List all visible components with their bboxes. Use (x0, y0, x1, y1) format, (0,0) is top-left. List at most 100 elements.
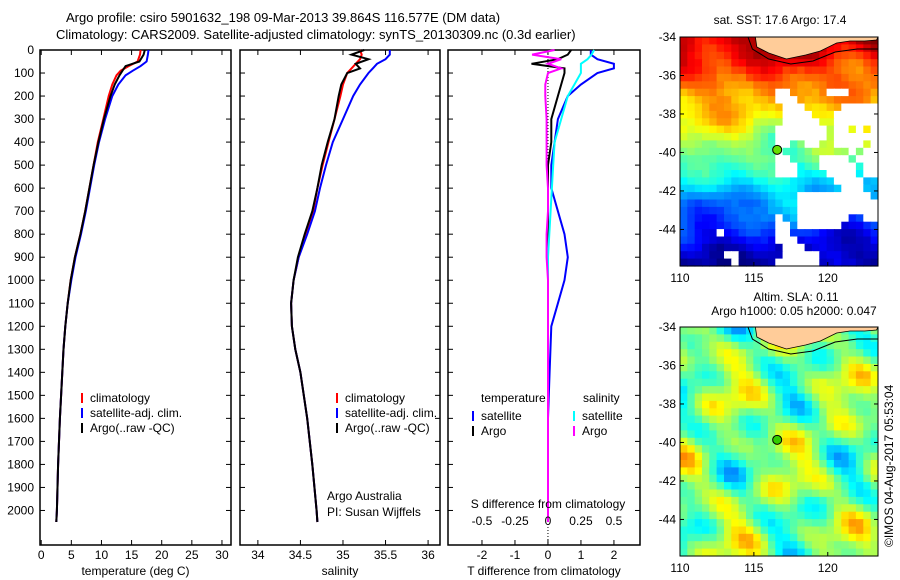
map-cell (768, 393, 776, 402)
map-cell (709, 66, 718, 75)
map-cell (848, 243, 857, 252)
map-cell (716, 548, 725, 557)
map-cell (768, 258, 776, 267)
map-cell (833, 103, 842, 112)
map-cell (716, 496, 725, 505)
map-cell (797, 147, 806, 156)
map-cell (716, 66, 725, 75)
y-tick-label: 1100 (8, 296, 34, 310)
map-cell (863, 243, 872, 252)
map-cell (855, 229, 864, 238)
map-cell (848, 118, 857, 127)
map-cell (863, 430, 872, 439)
map-cell (863, 162, 872, 171)
map-cell (716, 236, 725, 245)
map-cell (841, 363, 850, 372)
map-cell (760, 140, 769, 149)
map-cell (855, 489, 864, 498)
map-cell (709, 81, 718, 90)
map-cell (804, 155, 813, 164)
map-cell (768, 423, 776, 431)
map-cell (731, 162, 740, 171)
map-cell (811, 177, 820, 186)
map-cell (863, 96, 872, 105)
map-cell (863, 236, 872, 245)
map-cell (819, 251, 828, 260)
map-cell (855, 59, 864, 68)
map-cell (746, 445, 754, 454)
map-cell (870, 221, 879, 230)
map-cell (790, 81, 798, 90)
map-cell (848, 103, 857, 112)
map-cell (811, 386, 820, 395)
map-cell (833, 66, 842, 75)
map-cell (680, 371, 688, 380)
map-cell (848, 519, 857, 528)
map-cell (694, 356, 703, 365)
map-cell (753, 415, 762, 424)
map-cell (680, 192, 688, 201)
map-cell (753, 423, 762, 431)
map-cell (797, 133, 806, 141)
map-cell (819, 496, 828, 505)
map-cell (855, 526, 864, 535)
map-cell (775, 356, 784, 365)
map-cell (863, 147, 872, 156)
map-cell (716, 221, 725, 230)
x-tick-label: 34 (251, 548, 265, 562)
map-cell (753, 125, 762, 134)
map-cell (855, 258, 864, 267)
y-tick-label: -44 (659, 222, 677, 236)
map-cell (753, 140, 762, 149)
map-cell (819, 437, 828, 446)
map-cell (819, 236, 828, 245)
map-cell (782, 170, 791, 178)
map-cell (848, 548, 857, 557)
map-cell (702, 327, 710, 335)
map-cell (782, 258, 791, 267)
map-cell (753, 504, 762, 513)
map-cell (746, 349, 754, 358)
map-cell (811, 140, 820, 149)
map-cell (826, 400, 835, 409)
map-cell (687, 192, 696, 201)
map-cell (855, 125, 864, 134)
map-cell (680, 460, 688, 468)
map-cell (768, 59, 776, 68)
map-cell (753, 467, 762, 476)
plot-frame (447, 49, 641, 546)
map-cell (841, 214, 850, 223)
y-tick-label: 600 (14, 181, 34, 195)
x-tick-label: 110 (670, 561, 689, 575)
map-cell (790, 452, 798, 461)
map-cell (826, 162, 835, 171)
map-cell (724, 460, 732, 468)
map-cell (716, 118, 725, 127)
map-cell (702, 467, 710, 476)
map-cell (724, 489, 732, 498)
map-cell (716, 460, 725, 468)
map-cell (848, 229, 857, 238)
map-cell (811, 251, 820, 260)
map-cell (680, 73, 688, 82)
map-cell (804, 541, 813, 550)
y-tick-label: 1800 (7, 457, 34, 471)
map-cell (870, 214, 879, 223)
map-cell (833, 460, 842, 468)
map-cell (833, 199, 842, 208)
map-cell (716, 44, 725, 53)
map-cell (746, 386, 754, 395)
map-cell (811, 155, 820, 164)
plot-frame (239, 49, 441, 546)
map-cell (855, 415, 864, 424)
map-cell (768, 548, 776, 557)
map-cell (855, 349, 864, 358)
map-cell (687, 386, 696, 395)
map-cell (833, 59, 842, 68)
map-cell (841, 192, 850, 201)
map-cell (738, 408, 747, 417)
map-cell (833, 437, 842, 446)
map-cell (724, 73, 732, 82)
y-tick-label: 1000 (7, 273, 34, 287)
map-cell (833, 140, 842, 149)
